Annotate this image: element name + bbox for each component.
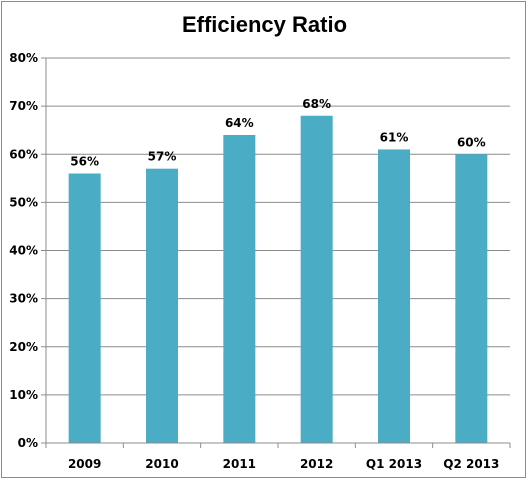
bars xyxy=(68,115,488,443)
y-tick-label: 0% xyxy=(18,436,38,450)
x-category-label: Q1 2013 xyxy=(366,457,422,471)
y-tick-label: 50% xyxy=(9,195,38,209)
bar-2011 xyxy=(223,135,256,443)
bar-2009 xyxy=(68,173,101,443)
y-tick-label: 70% xyxy=(9,99,38,113)
bar-2012 xyxy=(300,115,333,443)
y-tick-label: 30% xyxy=(9,292,38,306)
data-label: 68% xyxy=(302,97,331,111)
x-category-label: 2011 xyxy=(223,457,256,471)
data-label: 57% xyxy=(148,150,177,164)
x-category-label: 2010 xyxy=(145,457,178,471)
y-tick-label: 60% xyxy=(9,147,38,161)
x-category-label: 2012 xyxy=(300,457,333,471)
bar-2010 xyxy=(146,168,178,443)
data-label: 60% xyxy=(457,135,486,149)
axes xyxy=(41,57,511,448)
y-tick-label: 80% xyxy=(9,51,38,65)
x-category-label: 2009 xyxy=(68,457,101,471)
chart-title: Efficiency Ratio xyxy=(181,12,348,37)
y-tick-label: 40% xyxy=(9,244,38,258)
data-label: 56% xyxy=(70,155,99,169)
gridlines xyxy=(46,57,510,396)
y-tick-label: 20% xyxy=(9,340,38,354)
x-category-label: Q2 2013 xyxy=(443,457,499,471)
bar-q1-2013 xyxy=(378,149,410,443)
data-label: 61% xyxy=(380,130,409,144)
data-label: 64% xyxy=(225,116,254,130)
y-tick-label: 10% xyxy=(9,388,38,402)
bar-q2-2013 xyxy=(455,154,488,443)
labels: 0% 10% 20% 30% 40% 50% 60% 70% 80% 56% 2009 57% 2010… xyxy=(9,51,499,471)
